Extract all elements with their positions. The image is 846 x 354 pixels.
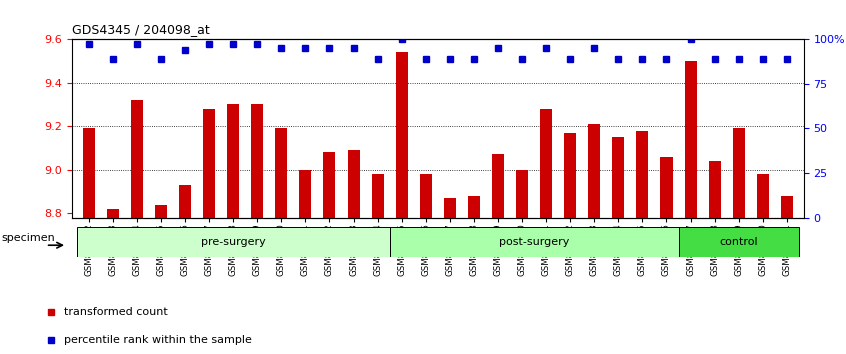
Bar (323, 152, 336, 218)
Bar (251, 104, 263, 218)
Text: transformed count: transformed count (63, 307, 168, 317)
Bar (348, 150, 360, 218)
Bar (636, 131, 648, 218)
Text: post-surgery: post-surgery (499, 236, 569, 247)
Bar (203, 109, 215, 218)
Text: pre-surgery: pre-surgery (201, 236, 266, 247)
Bar (516, 170, 528, 218)
Text: specimen: specimen (2, 233, 55, 243)
Bar (155, 205, 167, 218)
Bar (396, 52, 408, 218)
Bar (613, 137, 624, 218)
Bar (709, 161, 721, 218)
Bar (661, 157, 673, 218)
Bar (107, 209, 118, 218)
Bar (733, 129, 744, 218)
Bar (588, 124, 601, 218)
Bar (83, 129, 95, 218)
Bar (371, 174, 383, 218)
Bar (781, 196, 793, 218)
Bar (684, 61, 696, 218)
Text: GDS4345 / 204098_at: GDS4345 / 204098_at (72, 23, 210, 36)
Text: control: control (719, 236, 758, 247)
FancyBboxPatch shape (678, 227, 799, 257)
Bar (444, 198, 456, 218)
Bar (420, 174, 431, 218)
Bar (228, 104, 239, 218)
FancyBboxPatch shape (390, 227, 678, 257)
FancyBboxPatch shape (77, 227, 390, 257)
Bar (299, 170, 311, 218)
Bar (564, 133, 576, 218)
Bar (492, 154, 504, 218)
Bar (275, 129, 288, 218)
Text: percentile rank within the sample: percentile rank within the sample (63, 335, 251, 345)
Bar (131, 100, 143, 218)
Bar (179, 185, 191, 218)
Bar (468, 196, 480, 218)
Bar (757, 174, 769, 218)
Bar (540, 109, 552, 218)
